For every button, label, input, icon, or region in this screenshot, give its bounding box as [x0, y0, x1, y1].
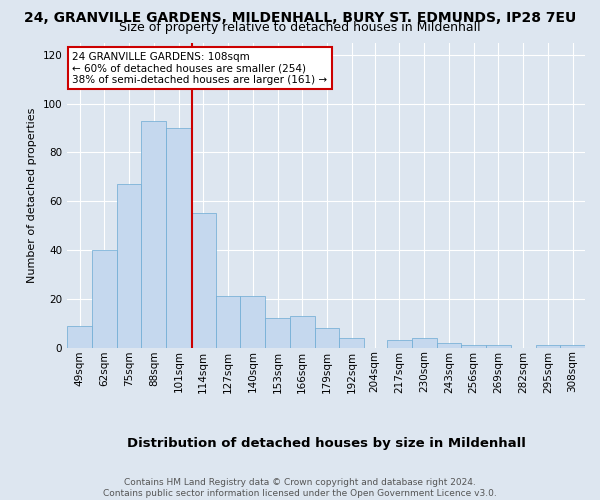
Bar [92, 250, 116, 348]
Bar [191, 214, 215, 348]
Bar [387, 340, 412, 347]
Bar [166, 128, 191, 348]
Text: Size of property relative to detached houses in Mildenhall: Size of property relative to detached ho… [119, 22, 481, 35]
Bar [142, 120, 166, 348]
Bar [116, 184, 142, 348]
Bar [461, 345, 486, 348]
Bar [536, 345, 560, 348]
Bar [437, 343, 461, 347]
Text: 24 GRANVILLE GARDENS: 108sqm
← 60% of detached houses are smaller (254)
38% of s: 24 GRANVILLE GARDENS: 108sqm ← 60% of de… [73, 52, 328, 85]
Bar [241, 296, 265, 348]
Bar [486, 345, 511, 348]
Bar [314, 328, 340, 347]
Y-axis label: Number of detached properties: Number of detached properties [27, 108, 37, 283]
Bar [67, 326, 92, 347]
Bar [340, 338, 364, 347]
Text: 24, GRANVILLE GARDENS, MILDENHALL, BURY ST. EDMUNDS, IP28 7EU: 24, GRANVILLE GARDENS, MILDENHALL, BURY … [24, 11, 576, 25]
Bar [265, 318, 290, 348]
Bar [412, 338, 437, 347]
Bar [215, 296, 241, 348]
Bar [290, 316, 314, 348]
Text: Contains HM Land Registry data © Crown copyright and database right 2024.
Contai: Contains HM Land Registry data © Crown c… [103, 478, 497, 498]
X-axis label: Distribution of detached houses by size in Mildenhall: Distribution of detached houses by size … [127, 437, 526, 450]
Bar [560, 345, 585, 348]
